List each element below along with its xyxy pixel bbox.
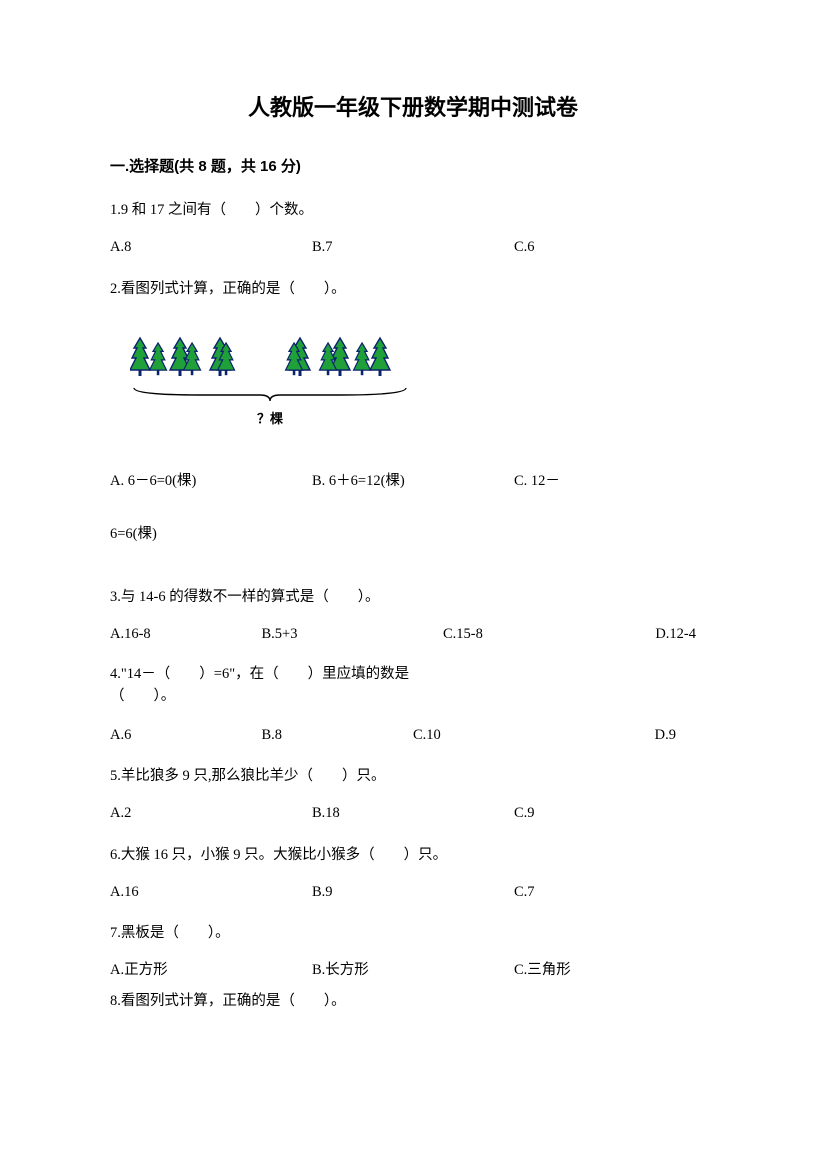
option-b: B.7 <box>312 236 514 259</box>
page-title: 人教版一年级下册数学期中测试卷 <box>110 90 716 125</box>
question-2: 2.看图列式计算，正确的是（ ）。 <box>110 278 716 547</box>
option-b: B.8 <box>262 724 414 747</box>
question-line1: 4."14－（ ）=6"，在（ ）里应填的数是 <box>110 664 716 686</box>
option-c: C.9 <box>514 802 716 825</box>
option-c: C.三角形 <box>514 959 716 982</box>
option-d: D.9 <box>565 724 717 747</box>
question-line2: （ ）。 <box>110 686 716 708</box>
option-b: B. 6＋6=12(棵) <box>312 470 514 493</box>
option-a: A.2 <box>110 802 312 825</box>
question-6: 6.大猴 16 只，小猴 9 只。大猴比小猴多（ ）只。 A.16 B.9 C.… <box>110 844 716 904</box>
options-row: A.8 B.7 C.6 <box>110 236 716 259</box>
option-c: C.10 <box>413 724 565 747</box>
option-a: A.8 <box>110 236 312 259</box>
option-c-continuation: 6=6(棵) <box>110 523 716 546</box>
option-c: C.15-8 <box>413 623 565 646</box>
question-text: 7.黑板是（ ）。 <box>110 922 716 945</box>
question-4: 4."14－（ ）=6"，在（ ）里应填的数是 （ ）。 A.6 B.8 C.1… <box>110 664 716 747</box>
option-c: C.6 <box>514 236 716 259</box>
options-row: A.16-8 B.5+3 C.15-8 D.12-4 <box>110 623 716 646</box>
question-text: 1.9 和 17 之间有（ ）个数。 <box>110 199 716 222</box>
options-row: A. 6－6=0(棵) B. 6＋6=12(棵) C. 12－ <box>110 470 716 493</box>
bracket-label: ？棵 <box>130 409 410 430</box>
question-text: 8.看图列式计算，正确的是（ ）。 <box>110 990 716 1013</box>
option-a: A.正方形 <box>110 959 312 982</box>
option-b: B.9 <box>312 881 514 904</box>
trees-diagram: ？棵 <box>130 331 716 430</box>
question-3: 3.与 14-6 的得数不一样的算式是（ ）。 A.16-8 B.5+3 C.1… <box>110 586 716 646</box>
options-row: A.16 B.9 C.7 <box>110 881 716 904</box>
options-row: A.正方形 B.长方形 C.三角形 <box>110 959 716 982</box>
option-c: C.7 <box>514 881 716 904</box>
options-row: A.6 B.8 C.10 D.9 <box>110 724 716 747</box>
question-text: 2.看图列式计算，正确的是（ ）。 <box>110 278 716 301</box>
option-b: B.长方形 <box>312 959 514 982</box>
option-a: A.16 <box>110 881 312 904</box>
tree-group-svg <box>130 331 420 381</box>
option-a: A. 6－6=0(棵) <box>110 470 312 493</box>
option-c: C. 12－ <box>514 470 716 493</box>
question-text: 5.羊比狼多 9 只,那么狼比羊少（ ）只。 <box>110 765 716 788</box>
option-b: B.5+3 <box>262 623 414 646</box>
bracket-icon <box>130 385 410 403</box>
question-5: 5.羊比狼多 9 只,那么狼比羊少（ ）只。 A.2 B.18 C.9 <box>110 765 716 825</box>
option-a: A.16-8 <box>110 623 262 646</box>
question-text: 4."14－（ ）=6"，在（ ）里应填的数是 （ ）。 <box>110 664 716 708</box>
question-1: 1.9 和 17 之间有（ ）个数。 A.8 B.7 C.6 <box>110 199 716 259</box>
options-row: A.2 B.18 C.9 <box>110 802 716 825</box>
option-a: A.6 <box>110 724 262 747</box>
option-b: B.18 <box>312 802 514 825</box>
question-7: 7.黑板是（ ）。 A.正方形 B.长方形 C.三角形 <box>110 922 716 982</box>
option-d: D.12-4 <box>565 623 717 646</box>
section-header: 一.选择题(共 8 题，共 16 分) <box>110 155 716 179</box>
question-8: 8.看图列式计算，正确的是（ ）。 <box>110 990 716 1013</box>
question-text: 3.与 14-6 的得数不一样的算式是（ ）。 <box>110 586 716 609</box>
question-text: 6.大猴 16 只，小猴 9 只。大猴比小猴多（ ）只。 <box>110 844 716 867</box>
